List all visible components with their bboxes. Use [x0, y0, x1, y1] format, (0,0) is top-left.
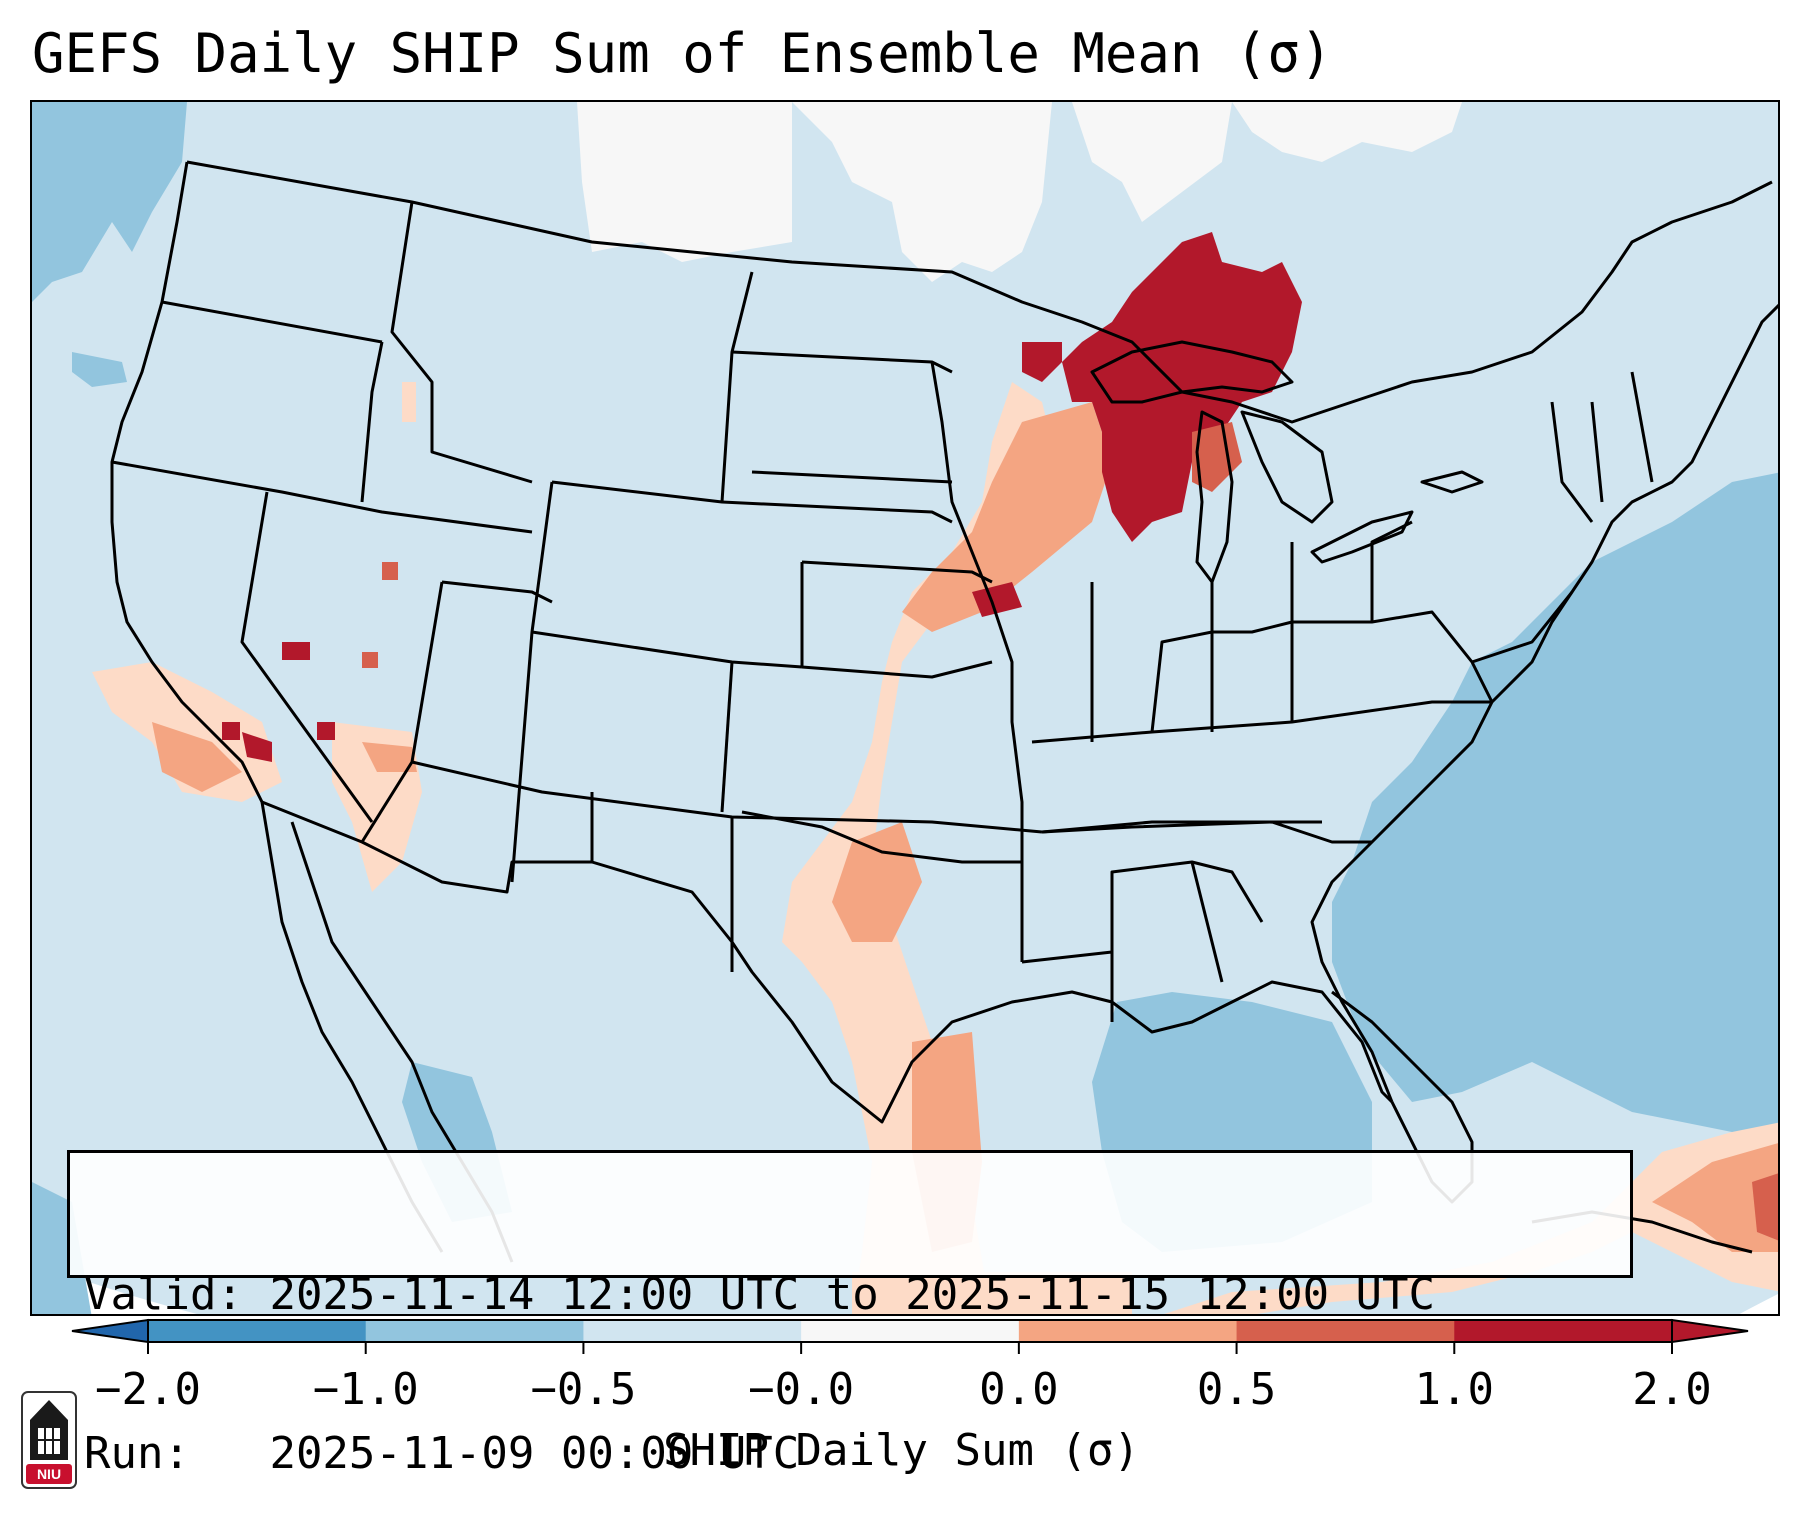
colorbar-tick-label: −1.0	[312, 1364, 419, 1415]
atlantic-negative-area	[1332, 472, 1778, 1142]
iowa-moderate-area	[902, 402, 1112, 632]
state-border	[1550, 401, 1594, 523]
canada-near-zero-area	[1232, 102, 1462, 162]
run-value: 2025-11-09 00:00 UTC	[269, 1428, 800, 1479]
colorbar-ticks	[147, 1342, 1673, 1354]
state-border	[751, 470, 953, 484]
great-lakes-strong-area	[1022, 342, 1062, 382]
niu-logo: NIU	[21, 1391, 77, 1489]
colorbar-tick-label: −2.0	[95, 1364, 201, 1415]
west-coast	[110, 161, 444, 1253]
colorbar-segment	[801, 1320, 1020, 1342]
colorbar-extend-low	[71, 1318, 149, 1344]
state-border	[1292, 610, 1494, 703]
isolated-strong-cell	[362, 652, 378, 668]
state-border	[240, 491, 374, 823]
run-label: Run:	[84, 1428, 190, 1479]
state-border	[111, 460, 533, 534]
valid-label: Valid:	[84, 1269, 243, 1320]
lake-huron	[1240, 410, 1334, 524]
state-border	[741, 810, 1022, 864]
colorbar-segments	[71, 1318, 1749, 1344]
plot-title: GEFS Daily SHIP Sum of Ensemble Mean (σ)	[32, 22, 1333, 85]
state-border	[801, 560, 993, 584]
great-lakes-strong-area	[1062, 232, 1302, 542]
state-border	[720, 661, 734, 813]
colorbar-tick-label: 2.0	[1632, 1364, 1712, 1415]
canada-near-zero-area	[792, 102, 1052, 282]
colorbar-segment	[365, 1320, 584, 1342]
pacific-negative-area	[72, 352, 127, 387]
iowa-strong-area	[972, 582, 1022, 617]
canada-near-zero-area	[1072, 102, 1232, 222]
az-moderate-area	[362, 742, 417, 772]
colorbar-tick-label: −0.0	[748, 1364, 855, 1415]
colorbar-segment	[148, 1320, 367, 1342]
state-border	[1190, 861, 1224, 983]
state-border	[1041, 820, 1322, 834]
colorbar-tick-label: 0.5	[1196, 1364, 1277, 1415]
colorbar-tick-label: 0.0	[979, 1364, 1059, 1415]
state-border	[721, 500, 953, 524]
east-coast	[1310, 303, 1778, 1103]
canada-near-zero-area	[577, 102, 792, 262]
pacific-negative-area	[32, 1182, 92, 1314]
lake-ontario	[1420, 470, 1484, 494]
state-border	[1471, 591, 1574, 664]
state-border	[161, 300, 383, 344]
map-panel[interactable]	[30, 100, 1780, 1316]
state-border	[930, 361, 1024, 862]
plains-positive-area	[852, 1272, 1132, 1314]
political-boundaries	[110, 160, 1778, 1263]
colorbar-segment	[1018, 1320, 1238, 1342]
lake-erie	[1310, 510, 1414, 564]
run-row: Run: 2025-11-09 00:00 UTC	[84, 1427, 1630, 1480]
state-border	[360, 341, 384, 503]
state-border	[1590, 401, 1604, 503]
texas-moderate-area	[832, 822, 922, 942]
map-canvas	[32, 102, 1778, 1314]
socal-moderate-area	[152, 722, 242, 792]
pacific-negative-area	[32, 102, 187, 302]
logo-text: NIU	[37, 1466, 61, 1482]
state-border	[551, 271, 754, 504]
caribbean-strong-area	[1752, 1173, 1778, 1241]
state-border	[801, 660, 993, 679]
isolated-strong-cell	[317, 722, 335, 740]
colorbar-segment	[583, 1320, 802, 1342]
us-canada-border	[186, 160, 1773, 424]
colorbar-outline	[147, 1319, 1673, 1343]
state-border	[1630, 371, 1654, 483]
state-border	[390, 201, 533, 484]
state-border	[1370, 520, 1413, 622]
valid-run-info-box: Valid: 2025-11-14 12:00 UTC to 2025-11-1…	[67, 1150, 1633, 1479]
colorbar-label: SHIP Daily Sum (σ)	[663, 1425, 1140, 1476]
colorbar	[71, 1318, 1749, 1354]
colorbar-segment	[1454, 1320, 1673, 1342]
valid-row: Valid: 2025-11-14 12:00 UTC to 2025-11-1…	[84, 1268, 1630, 1321]
isolated-positive-cell	[402, 382, 416, 422]
state-border	[441, 580, 553, 604]
lake-superior	[1090, 340, 1294, 404]
out-of-domain-corner	[1739, 1294, 1778, 1314]
isolated-strong-cell	[282, 642, 310, 660]
mexico-border	[261, 800, 1394, 1124]
state-border	[1041, 820, 1372, 844]
isolated-strong-cell	[382, 562, 398, 580]
valid-value: 2025-11-14 12:00 UTC to 2025-11-15 12:00…	[269, 1269, 1436, 1320]
isolated-strong-cell	[222, 722, 240, 740]
colorbar-segment	[1236, 1320, 1455, 1342]
colorbar-tick-label: −0.5	[530, 1364, 637, 1415]
socal-strong-area	[242, 732, 272, 762]
colorbar-extend-high	[1671, 1318, 1749, 1344]
colorbar-tick-label: 1.0	[1414, 1364, 1495, 1415]
caribbean-moderate-area	[1652, 1143, 1778, 1252]
